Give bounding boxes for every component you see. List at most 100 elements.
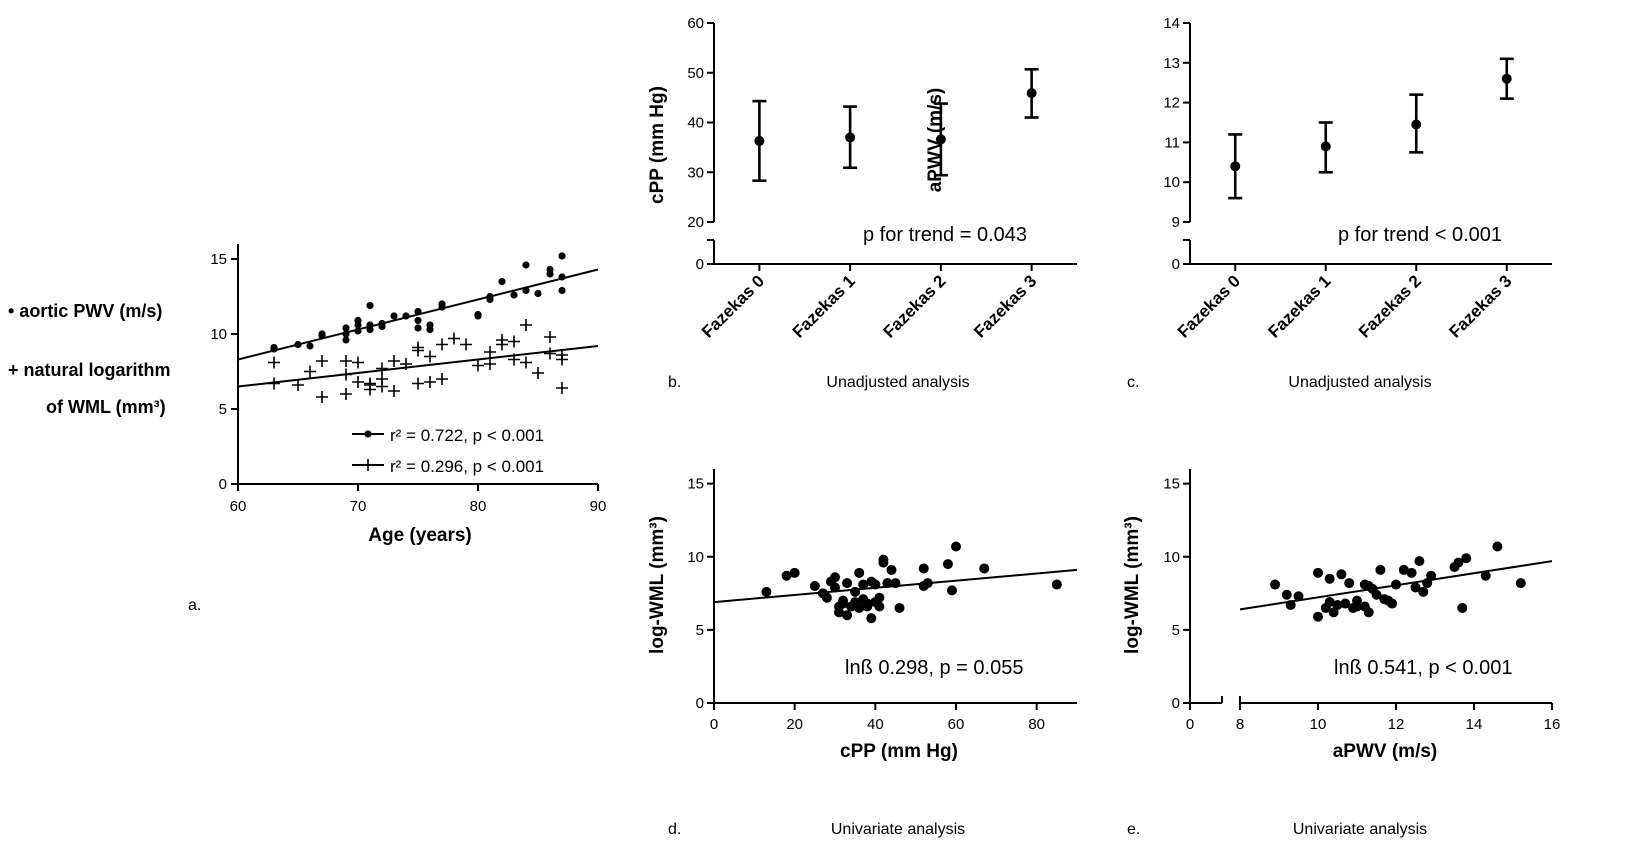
data-point-wml bbox=[340, 355, 352, 367]
data-point-pwv bbox=[534, 289, 542, 298]
data-point-pwv bbox=[558, 286, 566, 295]
legend-swatch-dot bbox=[364, 430, 372, 438]
panel-letter: c. bbox=[1127, 374, 1139, 391]
beta-annotation: lnß 0.541, p < 0.001 bbox=[1334, 657, 1512, 679]
data-point bbox=[1324, 597, 1335, 608]
x-tick-label: 80 bbox=[1028, 716, 1045, 733]
data-point bbox=[1387, 598, 1398, 609]
data-point-pwv bbox=[498, 277, 506, 286]
mean-point bbox=[754, 135, 765, 146]
data-point-wml bbox=[388, 355, 400, 367]
data-point-pwv bbox=[318, 331, 326, 340]
y-axis-label: cPP (mm Hg) bbox=[647, 86, 668, 204]
data-point bbox=[1375, 564, 1386, 575]
data-point-wml bbox=[340, 388, 352, 400]
data-point-wml bbox=[424, 350, 436, 363]
y-tick-label: 5 bbox=[219, 401, 227, 418]
data-point-wml bbox=[484, 358, 496, 370]
data-point bbox=[870, 579, 881, 590]
y-tick-label: 30 bbox=[687, 164, 704, 181]
panel-a-age-scatter: • aortic PWV (m/s) + natural logarithm o… bbox=[8, 244, 606, 614]
panel-caption: Unadjusted analysis bbox=[1288, 374, 1431, 391]
y-axis-label: aPWV (m/s) bbox=[925, 88, 946, 193]
data-point-wml bbox=[544, 331, 556, 343]
x-tick-label: Fazekas 1 bbox=[1264, 271, 1334, 341]
y-tick-label: 50 bbox=[687, 65, 704, 82]
data-point bbox=[1336, 569, 1347, 580]
data-point-pwv bbox=[366, 301, 374, 310]
data-point-wml bbox=[556, 382, 568, 394]
x-axis-label: cPP (mm Hg) bbox=[840, 741, 958, 762]
data-point bbox=[1344, 578, 1355, 589]
x-tick-label: 70 bbox=[350, 498, 367, 515]
y-tick-label: 15 bbox=[687, 476, 704, 493]
data-point-wml bbox=[376, 362, 388, 375]
data-point-pwv bbox=[294, 340, 302, 349]
legend-entry-pwv: r² = 0.722, p < 0.001 bbox=[390, 426, 544, 445]
x-tick-label: 80 bbox=[470, 498, 487, 515]
panel-letter: e. bbox=[1127, 821, 1140, 838]
y-tick-label: 0 bbox=[219, 476, 227, 493]
data-point bbox=[821, 592, 832, 603]
data-point bbox=[1270, 579, 1281, 590]
data-point-wml bbox=[292, 379, 304, 391]
data-point bbox=[1418, 586, 1429, 597]
data-point bbox=[1414, 556, 1425, 567]
mean-point bbox=[1411, 119, 1422, 130]
data-point bbox=[781, 570, 792, 581]
beta-annotation: lnß 0.298, p = 0.055 bbox=[845, 657, 1023, 679]
data-point bbox=[890, 578, 901, 589]
data-point bbox=[1515, 578, 1526, 589]
data-point-pwv bbox=[414, 316, 422, 325]
data-point-pwv bbox=[342, 336, 350, 344]
data-point bbox=[1457, 602, 1468, 613]
data-point-wml bbox=[352, 376, 364, 388]
data-point bbox=[854, 567, 865, 578]
data-point bbox=[874, 601, 885, 612]
data-point bbox=[1406, 567, 1417, 578]
data-point-wml bbox=[412, 344, 424, 357]
y-tick-label: 10 bbox=[687, 549, 704, 566]
data-point-wml bbox=[460, 338, 472, 351]
x-tick-label: 0 bbox=[710, 716, 718, 733]
x-tick-label: 16 bbox=[1544, 716, 1561, 733]
data-point bbox=[854, 602, 865, 613]
data-point bbox=[858, 579, 869, 590]
data-point bbox=[1363, 607, 1374, 618]
data-point bbox=[761, 586, 772, 597]
data-point bbox=[886, 564, 897, 575]
data-point-pwv bbox=[558, 252, 566, 260]
data-point-wml bbox=[304, 365, 316, 378]
data-point-wml bbox=[316, 355, 328, 367]
x-tick-label: 90 bbox=[590, 498, 607, 515]
data-point bbox=[1328, 607, 1339, 618]
x-tick-label: Fazekas 0 bbox=[698, 271, 768, 341]
data-point-pwv bbox=[426, 325, 434, 334]
mean-point bbox=[1026, 88, 1037, 99]
data-point-pwv bbox=[270, 345, 278, 353]
mean-point bbox=[935, 134, 946, 145]
panel-letter: a. bbox=[188, 597, 201, 614]
y-tick-label: 40 bbox=[687, 115, 704, 132]
data-point bbox=[942, 559, 953, 570]
data-point-wml bbox=[268, 377, 280, 390]
data-point bbox=[866, 613, 877, 624]
data-point bbox=[1332, 600, 1343, 611]
data-point-pwv bbox=[402, 312, 410, 320]
data-point bbox=[882, 578, 893, 589]
x-tick-label: 0 bbox=[1186, 716, 1194, 733]
trend-annotation: p for trend = 0.043 bbox=[863, 224, 1027, 246]
x-tick-label: Fazekas 0 bbox=[1174, 271, 1244, 341]
x-axis-label: aPWV (m/s) bbox=[1333, 741, 1438, 762]
data-point bbox=[922, 578, 933, 589]
data-point bbox=[1340, 598, 1351, 609]
data-point-pwv bbox=[522, 286, 530, 295]
panel-caption: Unadjusted analysis bbox=[826, 374, 969, 391]
x-tick-label: 12 bbox=[1388, 716, 1405, 733]
data-point bbox=[1352, 601, 1362, 612]
data-point-wml bbox=[412, 377, 424, 390]
data-point bbox=[1410, 582, 1421, 593]
x-tick-label: 60 bbox=[948, 716, 965, 733]
data-point bbox=[979, 563, 990, 574]
